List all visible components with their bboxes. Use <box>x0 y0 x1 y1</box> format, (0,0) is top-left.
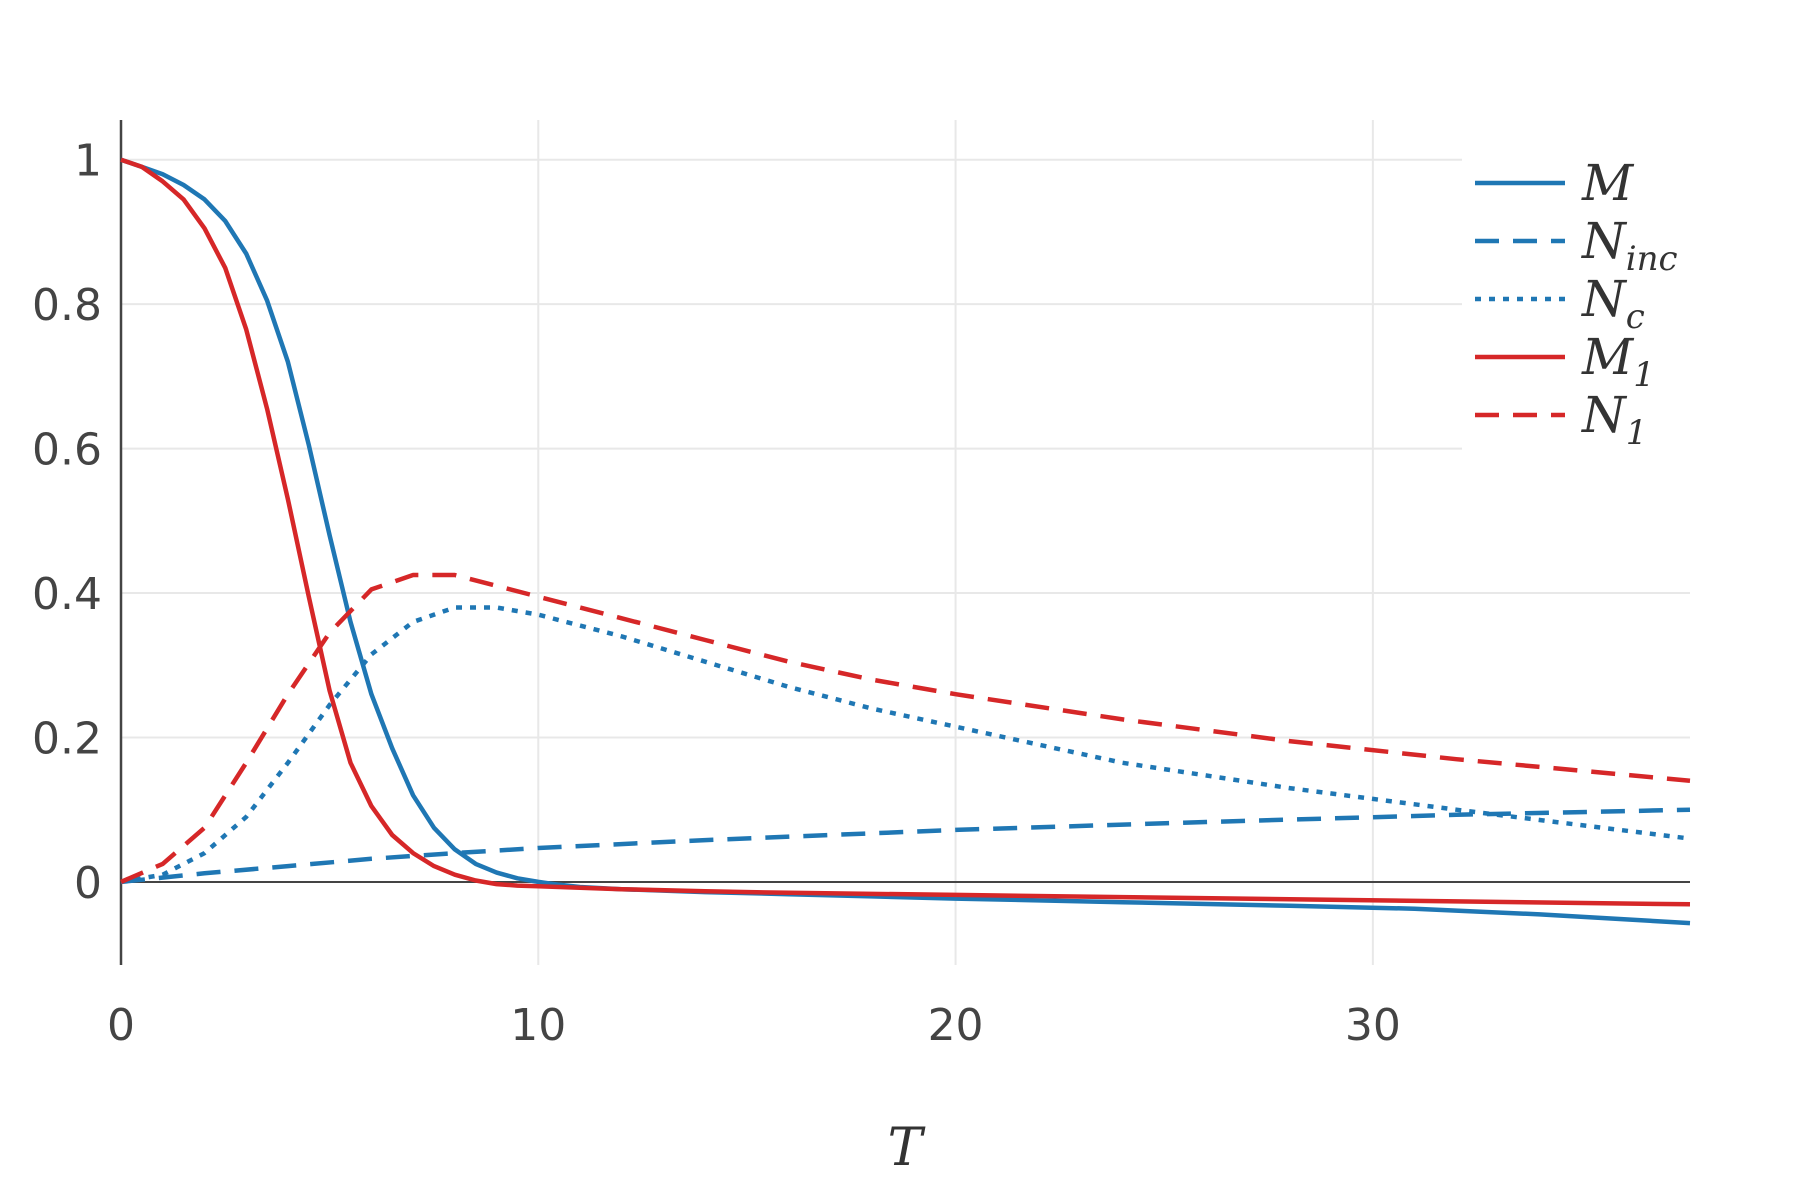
series-line-n-c-dotted <box>120 605 1691 885</box>
legend-entry-label: N1 <box>1581 386 1647 453</box>
x-tick-label: 30 <box>1345 1000 1401 1051</box>
x-tick-label: 0 <box>107 1000 135 1051</box>
axes: 0 10 20 30 0 0.2 0.4 0.6 0.8 1 <box>32 120 1690 1051</box>
y-tick-label: 1 <box>74 136 102 187</box>
y-tick-label: 0.2 <box>32 714 102 765</box>
grid <box>121 120 1690 965</box>
series-line-n-1-dashed <box>120 572 1691 884</box>
series-line-m-1 <box>120 157 1691 907</box>
legend-background <box>1462 150 1698 450</box>
x-axis-title: T <box>888 1118 926 1178</box>
x-tick-label: 10 <box>510 1000 566 1051</box>
y-tick-label: 0 <box>74 858 102 909</box>
series-line-n-inc-dashed <box>120 807 1691 885</box>
y-tick-label: 0.6 <box>32 425 102 476</box>
y-tick-label: 0.8 <box>32 280 102 331</box>
series-line-m <box>120 157 1691 926</box>
x-tick-label: 20 <box>928 1000 984 1051</box>
series-lines <box>120 157 1691 926</box>
legend-entry-label: M <box>1581 154 1635 212</box>
y-tick-label: 0.4 <box>32 569 102 620</box>
